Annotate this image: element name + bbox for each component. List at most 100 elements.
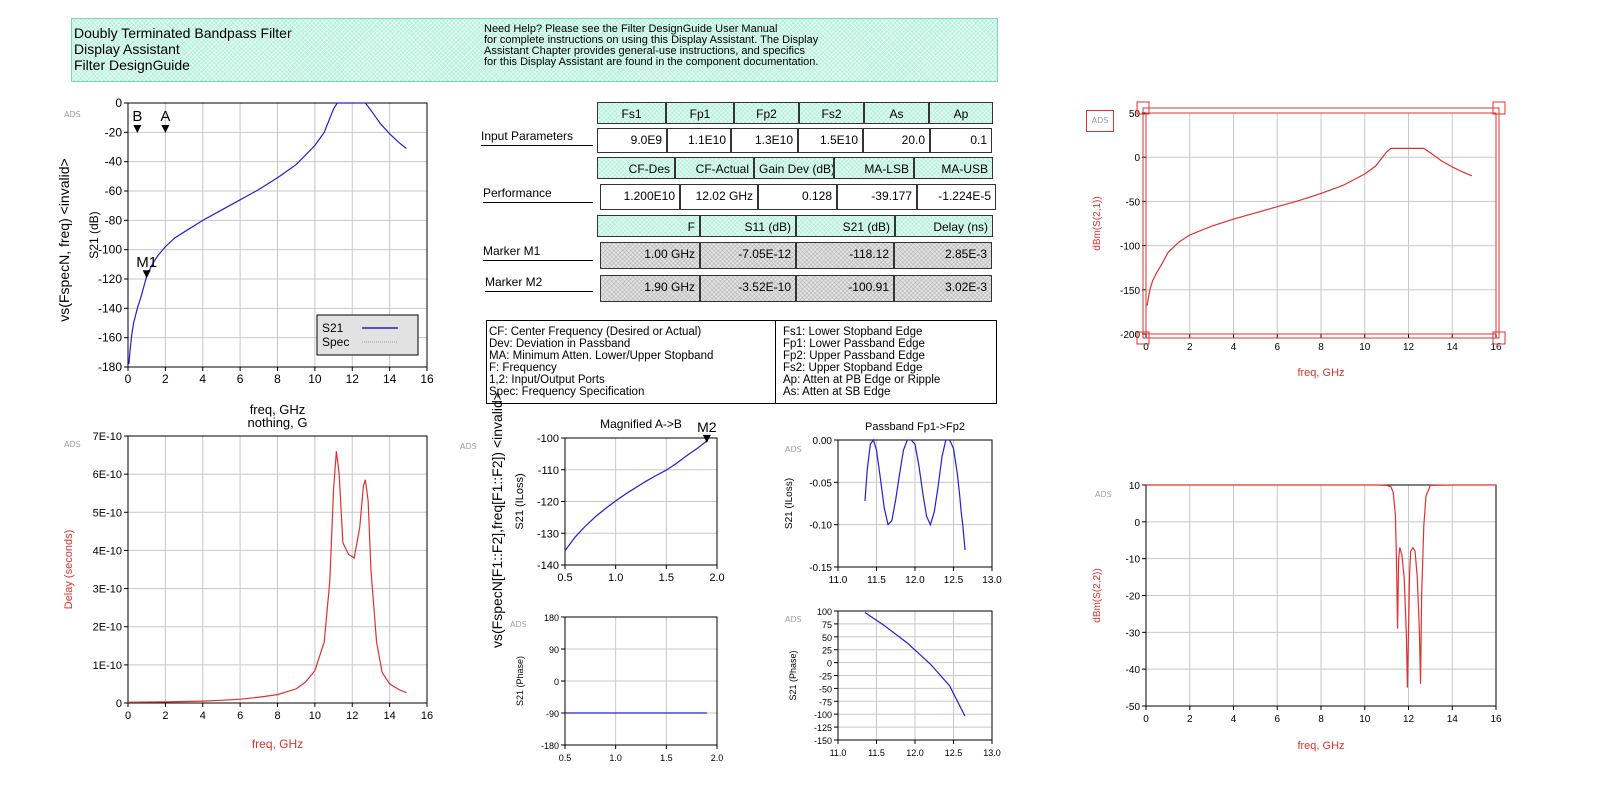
performance-label: Performance <box>483 186 552 200</box>
y-tick-label: -25 <box>819 672 832 682</box>
marker-m1-label: Marker M1 <box>483 244 541 258</box>
y-tick-label: -140 <box>98 301 122 315</box>
y-tick-label: 50 <box>1129 109 1141 120</box>
selection-handle <box>1492 101 1506 115</box>
x-tick-label: 14 <box>1447 714 1459 725</box>
x-tick-label: 8 <box>274 710 280 722</box>
divider <box>483 202 593 203</box>
x-tick-label: 0 <box>1143 714 1149 725</box>
ads-logo[interactable]: ADS <box>1086 110 1114 132</box>
x-tick-label: 12.5 <box>944 575 964 586</box>
y-tick-label: -30 <box>1126 628 1141 639</box>
x-tick-label: 2 <box>1187 714 1193 725</box>
y-tick-label: 0 <box>116 698 122 710</box>
y-tick-label: 0 <box>1134 518 1140 529</box>
x-tick-label: 4 <box>1231 342 1237 353</box>
y-tick-label: -100 <box>537 433 559 445</box>
table-header-cell: Fs2 <box>799 102 864 124</box>
y-tick-label: -20 <box>105 125 123 139</box>
legend-right-column: Fs1: Lower Stopband Edge Fp1: Lower Pass… <box>783 326 941 398</box>
x-tick-label: 12.5 <box>945 748 963 758</box>
y-tick-label: -0.10 <box>809 521 832 532</box>
table-cell: -118.12 <box>796 242 894 269</box>
marker-label: A <box>160 108 170 125</box>
table-header-cell: Fp2 <box>734 102 799 124</box>
chart-title: Magnified A->B <box>600 417 682 431</box>
x-tick-label: 12.0 <box>905 575 925 586</box>
table-cell: 1.5E10 <box>798 128 863 153</box>
y-tick-label: 5E-10 <box>93 507 122 519</box>
table-header-cell: F <box>597 215 700 237</box>
plot-frame <box>564 616 718 746</box>
y-tick-label: -0.15 <box>809 563 832 574</box>
selection-frame <box>1142 107 1500 339</box>
series-line <box>564 440 708 552</box>
x-tick-label: 10 <box>309 710 321 722</box>
x-axis-label: freq, GHz <box>252 737 303 751</box>
x-tick-label: 10 <box>308 372 322 386</box>
table-header-cell: MA-USB <box>914 157 993 179</box>
table-cell: -3.52E-10 <box>700 275 796 302</box>
y-tick-label: -120 <box>537 497 559 509</box>
legend-label: Spec <box>322 335 349 349</box>
y-tick-label: 50 <box>822 633 832 643</box>
table-cell: -1.224E-5 <box>917 184 996 210</box>
table-header-cell: Delay (ns) <box>895 215 993 237</box>
table-cell: 2.85E-3 <box>894 242 992 269</box>
x-tick-label: 6 <box>1274 714 1280 725</box>
y-tick-label: 4E-10 <box>93 545 122 557</box>
x-tick-label: 16 <box>420 372 434 386</box>
x-tick-label: 11.5 <box>868 748 885 758</box>
y-axis-label: S21 (Phase) <box>515 656 525 706</box>
table-cell: 20.0 <box>863 128 930 153</box>
x-tick-label: 16 <box>1490 714 1502 725</box>
x-axis-label: freq, GHz <box>250 402 306 417</box>
banner-help-text: Need Help? Please see the Filter DesignG… <box>484 23 819 68</box>
selection-handle <box>1492 331 1506 345</box>
chart-delay: 0 1E-10 2E-10 3E-10 4E-10 5E-10 6E-10 7E-10 0 2 4 6… <box>63 431 433 751</box>
table-cell: 1.200E10 <box>600 184 680 210</box>
plot-frame <box>127 435 428 704</box>
x-tick-label: 13.0 <box>982 575 1002 586</box>
y-tick-label: -125 <box>814 723 832 733</box>
input-parameters-label: Input Parameters <box>481 129 574 143</box>
x-tick-label: 6 <box>1274 342 1280 353</box>
table-cell: -100.91 <box>796 275 894 302</box>
table-cell: 3.02E-3 <box>894 275 992 302</box>
table-cell: 1.3E10 <box>731 128 798 153</box>
x-tick-label: 2 <box>162 710 168 722</box>
table-header-cell: S21 (dB) <box>796 215 895 237</box>
ads-logo: ADS <box>510 620 527 629</box>
table-cell: 0.128 <box>758 184 837 210</box>
table-header-cell: Fp1 <box>666 102 734 124</box>
y-tick-label: 90 <box>549 645 559 655</box>
ads-logo: ADS <box>64 110 81 119</box>
y-tick-label: -10 <box>1126 555 1141 566</box>
x-tick-label: 1.0 <box>609 753 622 763</box>
plot-frame <box>564 437 718 566</box>
marker-m2-label: Marker M2 <box>485 275 543 289</box>
plot-frame <box>837 439 993 568</box>
y-tick-label: 6E-10 <box>93 469 122 481</box>
table-cell: 0.1 <box>930 128 992 153</box>
table-header-cell: MA-LSB <box>834 157 914 179</box>
x-tick-label: 12 <box>1403 342 1415 353</box>
header-banner: Doubly Terminated Bandpass Filter Displa… <box>71 18 998 82</box>
x-tick-label: 0 <box>1143 342 1149 353</box>
y-axis-label: S21 (ILoss) <box>514 473 526 529</box>
y-tick-label: 180 <box>544 613 559 623</box>
y-axis-label: S21 (dB) <box>87 211 101 258</box>
x-tick-label: 16 <box>421 710 433 722</box>
x-tick-label: 8 <box>1318 714 1324 725</box>
y-tick-label: 100 <box>817 607 832 617</box>
x-tick-label: 6 <box>237 372 244 386</box>
x-tick-label: 14 <box>383 372 397 386</box>
table-cell: -39.177 <box>837 184 917 210</box>
y-tick-label: -180 <box>541 741 559 751</box>
x-tick-label: 4 <box>200 710 206 722</box>
x-tick-label: 12 <box>346 372 360 386</box>
